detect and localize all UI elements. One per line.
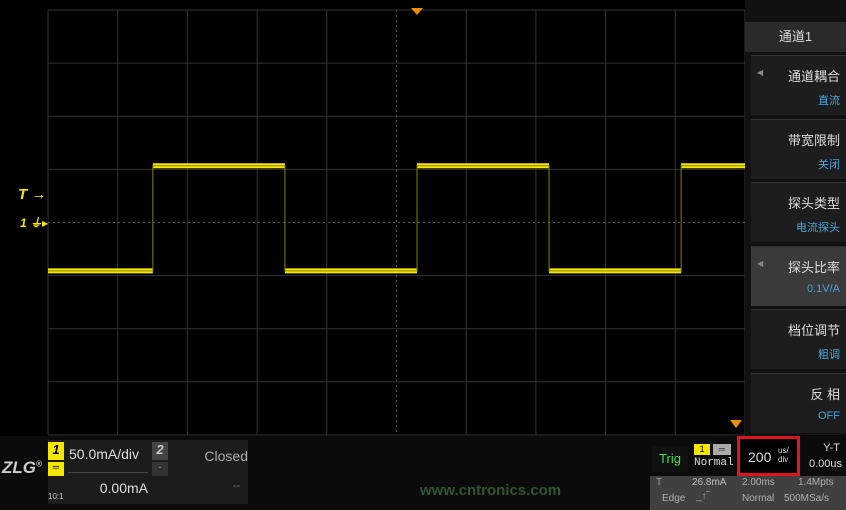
trigger-level: 26.8mA [692, 477, 727, 488]
menu-value: 0.1V/A [806, 282, 840, 295]
menu-button-3[interactable]: 探头类型电流探头 [751, 182, 846, 242]
memory-depth: 1.4Mpts [798, 477, 834, 488]
menu-label: 反 相 [810, 386, 840, 402]
menu-value: 电流探头 [796, 222, 840, 234]
left-arrow-icon: ◀ [757, 68, 764, 77]
channel-1-panel[interactable]: 1 ═ 10:1 50.0mA/div 0.00mA 2 - Closed -- [48, 440, 248, 504]
trigger-level-marker[interactable]: T → [18, 186, 47, 203]
timebase-delay: 2.00ms [742, 477, 775, 488]
menu-label: 档位调节 [787, 323, 840, 338]
menu-value: 直流 [818, 95, 840, 107]
trigger-coupling-icon: ═ [713, 444, 731, 455]
menu-button-4[interactable]: ◀ 探头比率 0.1V/A [751, 245, 846, 306]
waveform-display[interactable] [0, 0, 846, 436]
trigger-type-label: T [656, 477, 663, 488]
channel-1-scale: 50.0mA/div [69, 446, 140, 462]
menu-label: 通道耦合 [787, 69, 840, 84]
trigger-mode: Normal [694, 457, 734, 469]
menu-label: 探头比率 [787, 259, 840, 275]
menu-button-1[interactable]: ◀ 通道耦合直流 [751, 55, 846, 115]
menu-button-6[interactable]: 反 相 OFF [751, 372, 846, 433]
menu-value: OFF [818, 409, 840, 422]
channel-1-edges [48, 165, 745, 272]
channel-2-badge: 2 [152, 442, 168, 460]
channel-menu: 通道1 ◀ 通道耦合直流带宽限制关闭探头类型电流探头 ◀ 探头比率 0.1V/A 档位调节… [745, 0, 846, 435]
menu-label: 探头类型 [787, 196, 840, 211]
trigger-position-marker[interactable] [411, 8, 423, 15]
trigger-type: Edge [662, 493, 686, 504]
trigger-source: 1 [694, 444, 710, 455]
left-arrow-icon: ◀ [757, 258, 764, 268]
dc-coupling-icon: ═ [48, 462, 64, 476]
channel-2-offset: -- [232, 480, 240, 492]
trigger-sweep: Normal [742, 493, 775, 504]
timebase-control[interactable]: 200 us/div [737, 436, 800, 476]
probe-ratio: 10:1 [48, 492, 64, 501]
sample-rate: 500MSa/s [784, 493, 830, 504]
watermark: www.cntronics.com [420, 482, 562, 499]
menu-value: 粗调 [818, 349, 840, 361]
menu-button-5[interactable]: 档位调节粗调 [751, 309, 846, 369]
timebase-marker [730, 420, 742, 428]
rising-edge-icon: _↑‾ [696, 491, 710, 502]
channel-2-coupling: - [152, 462, 168, 476]
horizontal-offset: 0.00us [808, 458, 842, 470]
menu-value: 关闭 [818, 158, 840, 171]
menu-label: 带宽限制 [787, 132, 840, 148]
status-bar: ZLG® 1 ═ 10:1 50.0mA/div 0.00mA 2 - Clos… [0, 436, 846, 510]
info-row: T 26.8mA 2.00ms 1.4Mpts Edge _↑‾ Normal … [650, 476, 846, 510]
channel-1-badge: 1 [48, 442, 64, 460]
timebase-value: 200 [748, 449, 772, 465]
menu-button-2[interactable]: 带宽限制关闭 [751, 118, 846, 179]
menu-title: 通道1 [745, 22, 846, 52]
display-mode[interactable]: Y-T [823, 442, 840, 454]
channel-2-status: Closed [204, 448, 248, 464]
trigger-button[interactable]: Trig [652, 446, 688, 472]
timebase-unit: us/div [778, 446, 789, 464]
zlg-logo: ZLG® [2, 458, 42, 477]
channel-1-ground-marker[interactable]: 1 ⏚▸ [20, 216, 49, 230]
channel-1-offset: 0.00mA [99, 480, 148, 496]
